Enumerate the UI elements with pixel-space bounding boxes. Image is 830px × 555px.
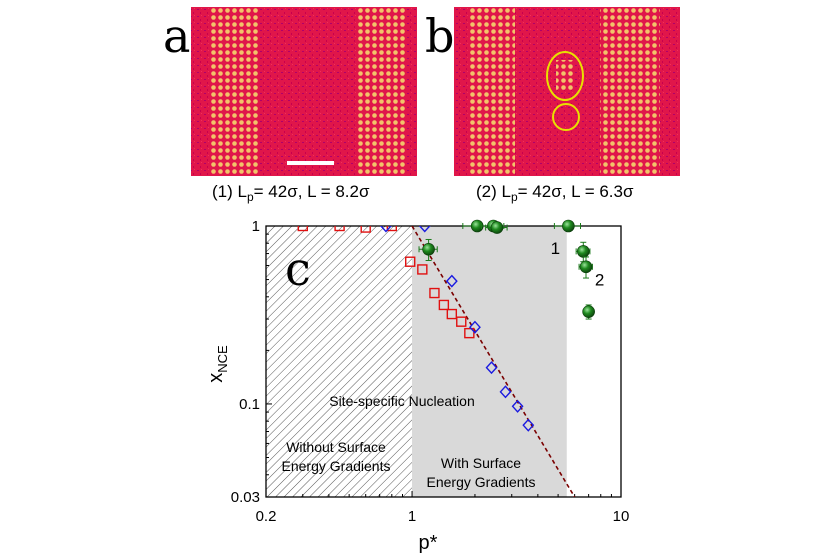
crystal-region-b1 bbox=[470, 7, 515, 176]
hatched-region bbox=[266, 226, 413, 497]
y-tick-label: 1 bbox=[252, 218, 260, 235]
data-marks bbox=[297, 226, 576, 497]
x-tick-label: 10 bbox=[613, 508, 630, 525]
green-sphere-point bbox=[562, 219, 575, 233]
crystal-cluster-b bbox=[556, 60, 574, 90]
red-square-point bbox=[446, 308, 458, 320]
panel-letter-b: b bbox=[425, 9, 454, 63]
panel-c-chart: c Site-specific Nucleation Without Surfa… bbox=[205, 218, 629, 554]
y-axis-label: xNCE bbox=[205, 345, 230, 383]
green-sphere-point bbox=[582, 305, 595, 318]
fit-line bbox=[411, 226, 576, 497]
shaded-region bbox=[412, 226, 567, 497]
red-square-point bbox=[429, 287, 440, 299]
blue-diamond-point bbox=[418, 226, 431, 233]
blue-diamond-point bbox=[522, 418, 535, 432]
y-tick-label: 0.1 bbox=[239, 396, 260, 413]
green-sphere-point bbox=[422, 242, 435, 256]
point-annotation-label: 2 bbox=[595, 271, 604, 290]
red-square-point bbox=[360, 226, 371, 233]
plot-frame bbox=[265, 225, 622, 498]
panel-letter-c: c bbox=[285, 242, 311, 296]
panel-a: a (1) Lp= 42σ, L = 8.2σ bbox=[163, 7, 417, 204]
red-square-point bbox=[297, 226, 308, 232]
crystal-region-b2 bbox=[600, 7, 660, 176]
green-sphere-point bbox=[490, 221, 504, 234]
panel-letter-a: a bbox=[163, 9, 190, 63]
point-annotation-label: 1 bbox=[551, 239, 560, 258]
x-axis-label: p* bbox=[419, 532, 438, 554]
blue-diamond-point bbox=[511, 399, 524, 413]
shaded-label-line2: Energy Gradients bbox=[427, 474, 536, 490]
x-tick-label: 0.2 bbox=[256, 508, 277, 525]
annotation-circle-lower bbox=[552, 103, 580, 131]
scale-bar bbox=[287, 161, 334, 165]
x-tick-label: 1 bbox=[408, 508, 416, 525]
blue-diamond-point bbox=[379, 226, 392, 233]
axis-ticks: 0.2 1 10 0.03 0.1 1 bbox=[231, 218, 630, 525]
blue-diamond-point bbox=[499, 385, 512, 399]
caption-b: (2) Lp= 42σ, L = 6.3σ bbox=[476, 182, 634, 204]
red-square-point bbox=[417, 264, 428, 275]
hatched-label-line1: Without Surface bbox=[286, 439, 386, 455]
blue-diamond-point bbox=[469, 320, 481, 334]
panel-b: b (2) Lp= 42σ, L = 6.3σ bbox=[425, 7, 680, 204]
crystal-region-a2 bbox=[358, 7, 406, 176]
hatched-label-line2: Energy Gradients bbox=[282, 458, 391, 474]
red-square-point bbox=[334, 226, 345, 232]
red-square-point bbox=[464, 327, 475, 339]
shaded-label-line1: With Surface bbox=[441, 455, 521, 471]
annotation-overlay: 12 bbox=[418, 219, 604, 320]
red-square-point bbox=[386, 226, 398, 232]
green-sphere-point bbox=[579, 260, 593, 274]
center-region-label: Site-specific Nucleation bbox=[329, 393, 475, 409]
blue-diamond-point bbox=[485, 361, 498, 375]
red-square-point bbox=[405, 256, 416, 267]
red-square-point bbox=[456, 316, 467, 327]
caption-a: (1) Lp= 42σ, L = 8.2σ bbox=[212, 182, 370, 204]
red-square-point bbox=[438, 299, 450, 311]
blue-diamond-point bbox=[445, 274, 458, 288]
crystal-region-a1 bbox=[210, 7, 260, 176]
y-tick-label: 0.03 bbox=[231, 489, 260, 506]
green-sphere-point bbox=[576, 245, 590, 258]
annotation-circle-upper bbox=[546, 51, 584, 101]
